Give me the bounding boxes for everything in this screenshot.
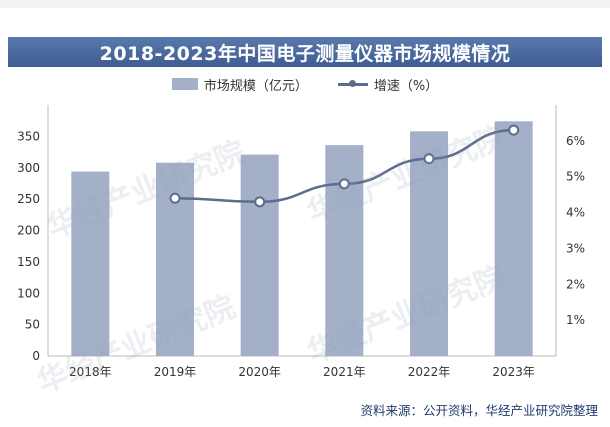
growth-point xyxy=(508,124,520,136)
y-left-tick-label: 150 xyxy=(17,255,40,269)
y-left-tick-label: 350 xyxy=(17,129,40,143)
y-right-tick-label: 2% xyxy=(566,277,585,291)
bar xyxy=(325,145,364,356)
y-right-tick-label: 1% xyxy=(566,313,585,327)
y-left-tick-label: 100 xyxy=(17,286,40,300)
bar xyxy=(156,162,194,356)
bar xyxy=(240,154,279,356)
legend: 市场规模（亿元） 增速（%） xyxy=(0,73,610,95)
y-left-tick-label: 200 xyxy=(17,224,40,238)
x-tick-label: 2019年 xyxy=(154,365,197,379)
y-right-tick-label: 3% xyxy=(566,241,585,255)
top-strip xyxy=(0,0,610,8)
x-tick-label: 2023年 xyxy=(492,365,535,379)
legend-line-label: 增速（%） xyxy=(373,78,439,94)
x-tick-label: 2020年 xyxy=(238,365,281,379)
growth-point xyxy=(338,178,350,190)
title-bar: 2018-2023年中国电子测量仪器市场规模情况 xyxy=(8,37,602,67)
y-right-tick-label: 6% xyxy=(566,134,585,148)
y-left-tick-label: 0 xyxy=(32,349,40,363)
chart-title: 2018-2023年中国电子测量仪器市场规模情况 xyxy=(99,42,511,65)
growth-point xyxy=(254,196,266,208)
y-right-tick-label: 5% xyxy=(566,170,585,184)
bar xyxy=(494,121,533,356)
legend-bar-label: 市场规模（亿元） xyxy=(203,78,308,94)
growth-point xyxy=(423,153,435,165)
source-note: 资料来源：公开资料，华经产业研究院整理 xyxy=(360,403,598,418)
y-right-tick-label: 4% xyxy=(566,206,585,220)
x-tick-label: 2021年 xyxy=(323,365,366,379)
x-tick-label: 2022年 xyxy=(408,365,451,379)
x-tick-label: 2018年 xyxy=(69,365,112,379)
legend-item-bar: 市场规模（亿元） xyxy=(171,75,308,94)
growth-point xyxy=(169,192,181,204)
legend-line-swatch xyxy=(337,78,368,90)
y-left-tick-label: 250 xyxy=(17,192,40,206)
bar xyxy=(410,131,448,356)
legend-bar-swatch xyxy=(171,78,198,90)
y-left-tick-label: 50 xyxy=(25,318,40,332)
bar xyxy=(71,171,110,356)
legend-item-line: 增速（%） xyxy=(337,75,439,94)
y-left-tick-label: 300 xyxy=(17,161,40,175)
